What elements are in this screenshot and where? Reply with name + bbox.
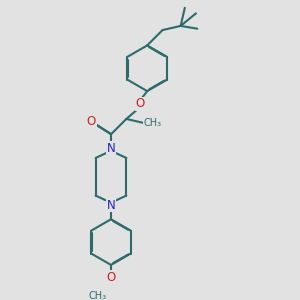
Text: O: O bbox=[106, 271, 116, 284]
Text: O: O bbox=[136, 97, 145, 110]
Text: CH₃: CH₃ bbox=[143, 118, 161, 128]
Text: N: N bbox=[106, 199, 116, 212]
Text: N: N bbox=[106, 142, 116, 155]
Text: O: O bbox=[87, 115, 96, 128]
Text: CH₃: CH₃ bbox=[88, 291, 107, 300]
